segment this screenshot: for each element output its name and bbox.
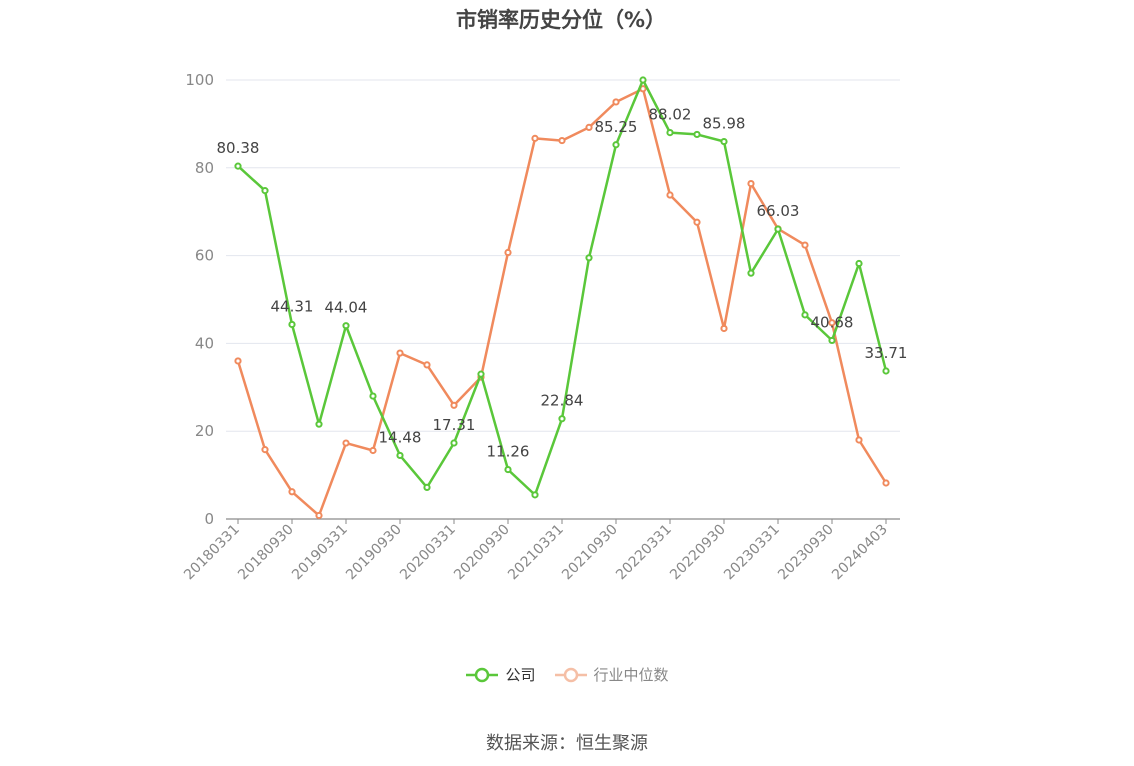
y-tick-label: 100 — [185, 71, 214, 89]
data-label: 85.25 — [595, 118, 638, 136]
data-point — [666, 191, 674, 199]
data-point — [504, 248, 512, 257]
data-point — [612, 98, 620, 106]
x-tick-label: 20210930 — [559, 522, 621, 584]
data-point — [558, 415, 566, 423]
legend-industry-marker-icon — [554, 667, 587, 682]
data-label: 33.71 — [865, 344, 908, 362]
data-point — [855, 259, 863, 268]
data-point — [666, 128, 674, 137]
data-point — [450, 439, 458, 447]
data-point — [639, 76, 647, 84]
data-label: 44.31 — [271, 297, 314, 315]
legend-item-industry-median[interactable]: 行业中位数 — [554, 664, 669, 685]
data-point — [288, 488, 296, 496]
x-tick-label: 20200930 — [451, 522, 513, 584]
data-point — [801, 241, 809, 249]
x-tick-label: 20190331 — [289, 522, 351, 584]
data-point — [585, 254, 593, 262]
data-point — [342, 322, 350, 330]
data-point — [477, 370, 485, 378]
x-tick-label: 20230930 — [775, 522, 837, 584]
data-point — [828, 319, 836, 327]
x-tick-label: 20220930 — [667, 522, 729, 584]
data-point — [693, 218, 701, 226]
data-point — [774, 225, 782, 233]
data-point — [315, 511, 323, 520]
data-point — [747, 269, 755, 277]
y-tick-label: 60 — [195, 247, 214, 265]
x-tick-label: 20210331 — [505, 522, 567, 584]
data-point — [396, 451, 404, 460]
data-point — [423, 483, 431, 491]
data-point — [423, 361, 431, 369]
data-label: 85.98 — [703, 115, 746, 133]
data-label: 22.84 — [541, 392, 584, 410]
y-tick-label: 20 — [195, 422, 214, 440]
x-tick-label: 20190930 — [343, 522, 405, 584]
data-label: 40.68 — [811, 313, 854, 331]
data-point — [558, 136, 566, 145]
data-point — [720, 324, 728, 333]
data-point — [612, 141, 620, 149]
data-point — [720, 137, 728, 146]
data-point — [531, 491, 539, 499]
y-tick-label: 40 — [195, 334, 214, 352]
legend-company-marker-icon — [466, 667, 499, 682]
chart-title: 市销率历史分位（%） — [455, 8, 667, 32]
data-label: 44.04 — [325, 299, 368, 317]
data-label: 11.26 — [487, 443, 530, 461]
data-point — [855, 436, 863, 444]
data-point — [450, 401, 458, 409]
data-point — [342, 439, 350, 447]
y-tick-label: 80 — [195, 159, 214, 177]
data-point — [882, 367, 890, 375]
chart-legend: 公司 行业中位数 — [0, 664, 1134, 685]
data-point — [261, 446, 269, 454]
x-tick-label: 20180930 — [235, 522, 297, 584]
data-label: 14.48 — [379, 428, 422, 446]
data-point — [882, 479, 890, 487]
data-point — [369, 446, 377, 455]
data-point — [531, 134, 539, 142]
x-tick-label: 20240403 — [829, 522, 891, 584]
data-point — [234, 357, 242, 365]
data-label: 17.31 — [433, 416, 476, 434]
data-point — [504, 465, 512, 474]
data-point — [747, 180, 755, 188]
legend-company-label: 公司 — [505, 666, 536, 684]
y-tick-label: 0 — [204, 510, 214, 528]
data-label: 66.03 — [757, 202, 800, 220]
data-point — [801, 311, 809, 319]
data-point — [234, 162, 242, 170]
data-point — [828, 336, 836, 345]
data-point — [693, 130, 701, 139]
data-source-note: 数据来源：恒生聚源 — [486, 733, 648, 754]
x-tick-label: 20180331 — [181, 522, 243, 584]
data-point — [288, 320, 296, 329]
data-label: 80.38 — [217, 139, 260, 157]
legend-industry-label: 行业中位数 — [593, 666, 669, 684]
data-point — [396, 349, 404, 357]
data-point — [585, 123, 593, 132]
data-point — [261, 187, 269, 195]
legend-item-company[interactable]: 公司 — [465, 664, 536, 685]
x-tick-label: 20230331 — [721, 522, 783, 584]
x-tick-label: 20220331 — [613, 522, 675, 584]
data-label: 88.02 — [649, 106, 692, 124]
data-point — [369, 392, 377, 400]
data-point — [315, 420, 323, 428]
x-tick-label: 20200331 — [397, 522, 459, 584]
